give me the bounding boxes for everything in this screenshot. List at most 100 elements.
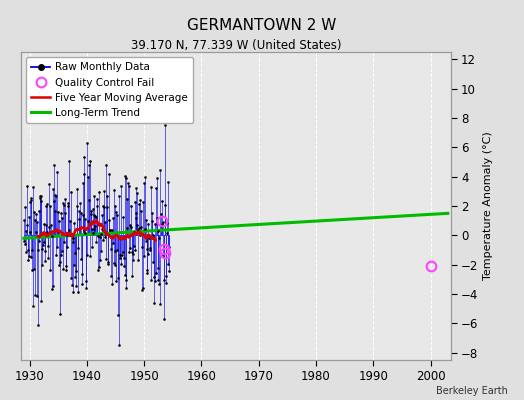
Point [126,222,134,228]
Point [79,211,87,218]
Point [61,196,70,202]
Point [126,244,135,251]
Point [59,266,68,272]
Point [119,263,128,269]
Point [36,192,45,199]
Point [118,234,126,240]
Point [37,198,46,204]
Point [84,162,93,168]
Point [21,248,30,255]
Point [82,278,90,285]
Point [128,249,136,256]
Point [142,238,150,244]
Point [35,208,43,214]
Point [89,212,97,218]
Point [86,208,95,214]
Point [83,252,92,259]
Point [95,264,103,270]
Point [143,267,151,273]
Point [150,278,159,284]
Point [69,235,78,242]
Point [138,199,147,205]
Point [91,213,99,219]
Point [136,232,144,238]
Point [47,232,56,239]
Point [36,193,44,200]
Point [93,203,102,210]
Point [146,246,155,253]
Point [143,270,151,276]
Point [44,242,52,249]
Point [136,197,145,204]
Point [38,246,47,252]
Point [144,221,152,228]
Point [134,227,142,233]
Point [78,281,86,288]
Point [42,229,51,235]
Point [138,244,146,250]
Point [23,221,31,228]
Point [73,245,82,252]
Point [37,298,45,304]
Point [125,249,133,255]
Point [27,196,35,203]
Point [106,246,115,252]
Point [50,197,58,204]
Point [97,226,106,232]
Point [129,229,138,235]
Point [53,169,61,176]
Point [31,211,40,218]
Point [96,257,104,263]
Point [30,266,38,272]
Point [133,189,141,196]
Point [39,229,47,236]
Point [113,212,121,218]
Point [132,215,140,222]
Point [72,283,80,290]
Point [43,255,52,261]
Point [121,272,129,278]
Point [56,258,64,265]
Point [135,225,143,231]
Point [41,248,49,255]
Point [103,192,111,199]
Point [140,252,148,259]
Point [60,239,69,245]
Point [164,245,172,252]
Point [24,246,32,253]
Point [79,226,88,233]
Point [85,158,94,164]
Point [156,167,165,173]
Point [145,235,154,242]
Point [127,203,135,209]
Point [67,274,75,281]
Point [101,219,109,226]
Point [137,208,145,214]
Point [93,196,101,202]
Point [165,179,173,185]
Point [111,248,119,254]
Point [85,197,93,204]
Point [45,181,53,188]
Point [146,245,154,252]
Point [104,260,112,267]
Point [27,195,36,202]
Point [48,228,57,235]
Point [149,259,157,265]
Point [105,216,114,223]
Point [46,222,54,228]
Point [46,202,54,209]
Point [122,285,130,291]
Point [34,247,42,254]
Point [90,225,98,232]
Point [64,158,73,164]
Y-axis label: Temperature Anomaly (°C): Temperature Anomaly (°C) [483,132,493,280]
Point [97,230,105,237]
Point [19,217,28,223]
Point [26,199,34,206]
Point [111,202,119,209]
Point [95,189,103,195]
Point [119,214,127,220]
Point [75,208,83,214]
Point [158,221,166,227]
